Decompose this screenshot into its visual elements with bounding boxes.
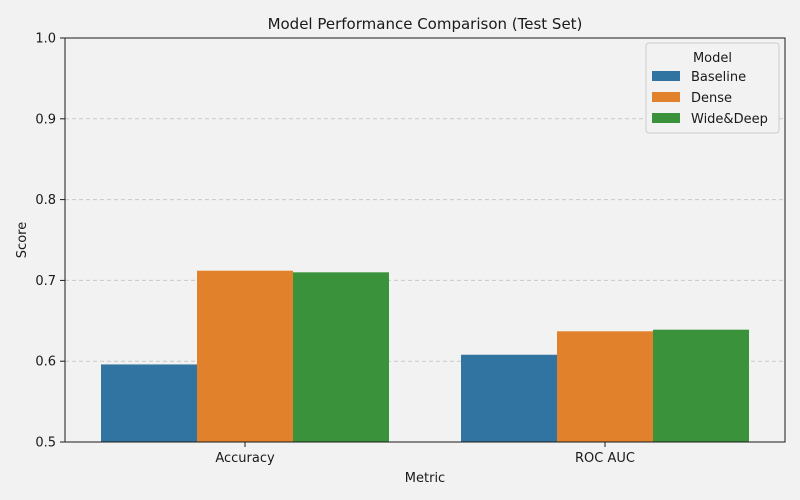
legend-swatch <box>652 113 680 123</box>
x-axis-label: Metric <box>405 471 445 486</box>
legend-swatch <box>652 92 680 102</box>
legend: Model Baseline Dense Wide&Deep <box>645 42 780 134</box>
x-tick-label: Accuracy <box>215 451 275 466</box>
y-tick-label: 0.7 <box>35 274 56 289</box>
bar-wide-deep-roc-auc <box>653 329 749 442</box>
y-axis-label: Score <box>15 222 30 258</box>
y-tick-label: 1.0 <box>35 32 56 47</box>
x-tick-label: ROC AUC <box>575 451 635 466</box>
bar-wide-deep-accuracy <box>293 272 389 442</box>
grid-lines <box>65 118 785 362</box>
bars <box>101 270 749 442</box>
legend-swatch <box>652 71 680 81</box>
bar-dense-roc-auc <box>557 331 653 442</box>
bar-dense-accuracy <box>197 270 293 442</box>
y-tick-label: 0.6 <box>35 355 56 370</box>
bar-baseline-accuracy <box>101 364 197 442</box>
plot-frame <box>64 37 786 443</box>
legend-label: Baseline <box>691 70 746 85</box>
y-tick-label: 0.8 <box>35 193 56 208</box>
legend-title: Model <box>693 51 732 66</box>
legend-label: Wide&Deep <box>691 112 768 127</box>
y-axis-ticks: 0.5 0.6 0.7 0.8 0.9 1.0 <box>35 32 65 451</box>
bar-baseline-roc-auc <box>461 354 557 442</box>
y-tick-label: 0.9 <box>35 112 56 127</box>
legend-box <box>645 42 780 134</box>
legend-label: Dense <box>691 91 732 106</box>
x-axis-ticks: Accuracy ROC AUC <box>215 442 635 466</box>
chart-title: Model Performance Comparison (Test Set) <box>268 15 583 33</box>
y-tick-label: 0.5 <box>35 436 56 451</box>
